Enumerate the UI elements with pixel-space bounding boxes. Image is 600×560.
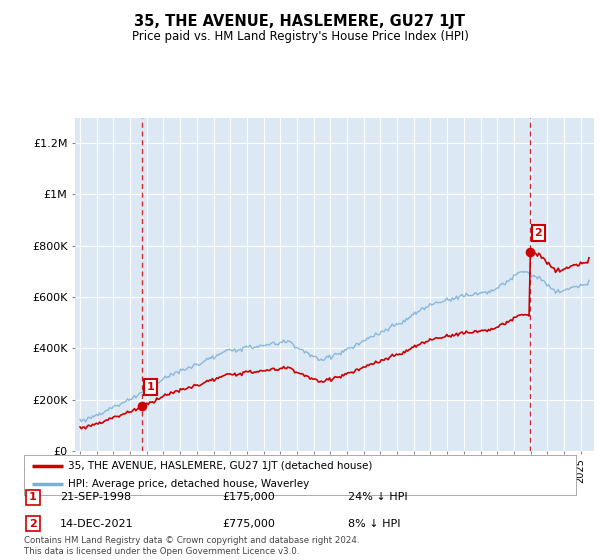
Text: 14-DEC-2021: 14-DEC-2021 <box>60 519 134 529</box>
Text: 35, THE AVENUE, HASLEMERE, GU27 1JT: 35, THE AVENUE, HASLEMERE, GU27 1JT <box>134 14 466 29</box>
Text: 2: 2 <box>29 519 37 529</box>
Text: Price paid vs. HM Land Registry's House Price Index (HPI): Price paid vs. HM Land Registry's House … <box>131 30 469 43</box>
Text: 1: 1 <box>146 382 154 392</box>
Text: Contains HM Land Registry data © Crown copyright and database right 2024.
This d: Contains HM Land Registry data © Crown c… <box>24 536 359 556</box>
Text: 2: 2 <box>535 228 542 238</box>
Text: £775,000: £775,000 <box>222 519 275 529</box>
Text: 35, THE AVENUE, HASLEMERE, GU27 1JT (detached house): 35, THE AVENUE, HASLEMERE, GU27 1JT (det… <box>68 461 373 470</box>
Text: 24% ↓ HPI: 24% ↓ HPI <box>348 492 407 502</box>
Text: HPI: Average price, detached house, Waverley: HPI: Average price, detached house, Wave… <box>68 479 310 489</box>
Text: 1: 1 <box>29 492 37 502</box>
Text: £175,000: £175,000 <box>222 492 275 502</box>
Text: 8% ↓ HPI: 8% ↓ HPI <box>348 519 401 529</box>
Text: 21-SEP-1998: 21-SEP-1998 <box>60 492 131 502</box>
